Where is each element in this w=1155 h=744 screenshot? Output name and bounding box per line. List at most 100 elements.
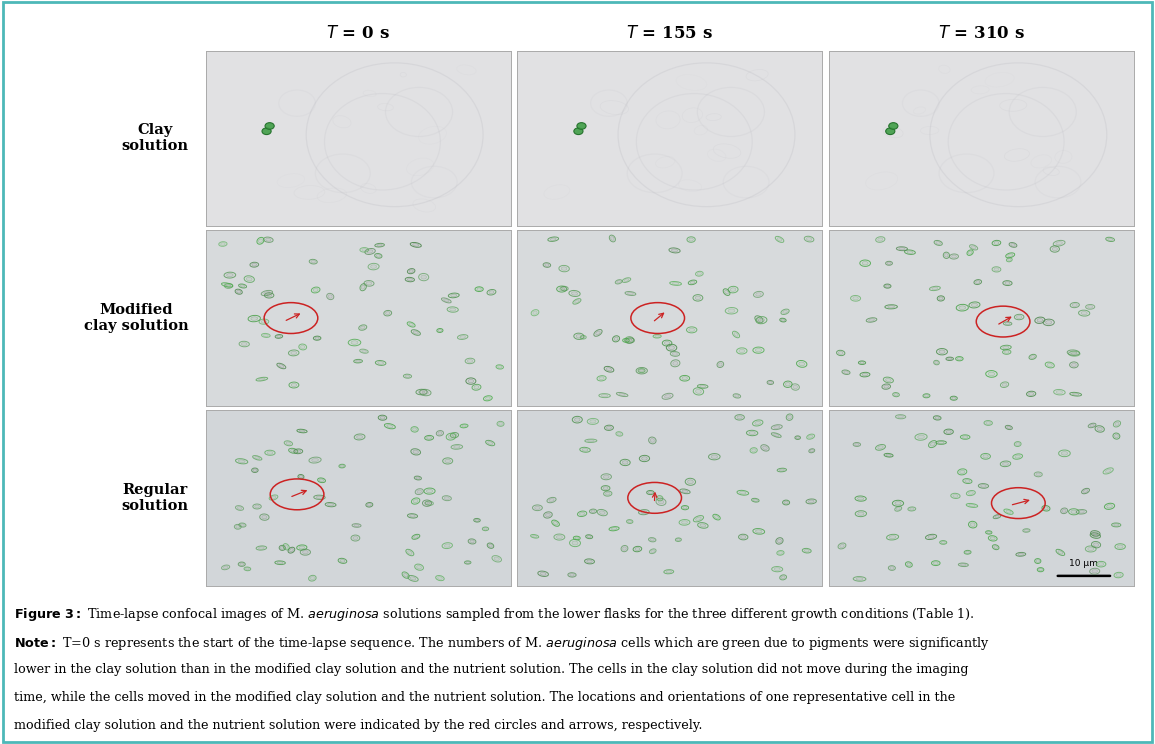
Ellipse shape	[981, 484, 986, 487]
Ellipse shape	[423, 391, 429, 394]
Ellipse shape	[1091, 570, 1097, 573]
Ellipse shape	[378, 362, 383, 365]
Ellipse shape	[936, 242, 940, 244]
Ellipse shape	[884, 284, 891, 288]
Ellipse shape	[604, 491, 612, 496]
Ellipse shape	[1096, 562, 1105, 567]
Ellipse shape	[717, 362, 724, 368]
Ellipse shape	[1081, 312, 1087, 315]
Ellipse shape	[353, 536, 358, 539]
Ellipse shape	[775, 237, 784, 243]
Ellipse shape	[657, 496, 663, 501]
Ellipse shape	[1105, 469, 1111, 472]
Ellipse shape	[1076, 510, 1087, 514]
Ellipse shape	[839, 543, 845, 549]
Ellipse shape	[698, 522, 708, 528]
Ellipse shape	[445, 459, 450, 463]
Ellipse shape	[803, 548, 811, 553]
Ellipse shape	[628, 339, 633, 341]
Ellipse shape	[960, 470, 964, 473]
Ellipse shape	[1105, 237, 1115, 242]
Ellipse shape	[886, 128, 895, 135]
Ellipse shape	[1058, 551, 1063, 554]
Ellipse shape	[450, 294, 456, 297]
Ellipse shape	[893, 393, 900, 397]
Ellipse shape	[597, 510, 608, 516]
Ellipse shape	[1103, 468, 1113, 474]
Ellipse shape	[1015, 455, 1020, 458]
Text: modified clay solution and the nutrient solution were indicated by the red circl: modified clay solution and the nutrient …	[14, 719, 702, 732]
Ellipse shape	[739, 349, 745, 353]
Ellipse shape	[964, 480, 970, 482]
Ellipse shape	[990, 537, 996, 540]
Ellipse shape	[992, 545, 999, 550]
Ellipse shape	[681, 506, 688, 510]
Ellipse shape	[411, 449, 420, 455]
Ellipse shape	[804, 549, 810, 552]
Ellipse shape	[415, 564, 424, 570]
Ellipse shape	[981, 453, 991, 459]
Ellipse shape	[452, 445, 463, 449]
Ellipse shape	[762, 446, 767, 449]
Ellipse shape	[1070, 392, 1081, 396]
Ellipse shape	[405, 278, 415, 282]
Ellipse shape	[1115, 572, 1123, 578]
Ellipse shape	[752, 498, 759, 502]
Ellipse shape	[664, 341, 670, 344]
Ellipse shape	[1045, 321, 1052, 324]
Ellipse shape	[968, 251, 971, 254]
Ellipse shape	[797, 360, 807, 368]
Ellipse shape	[886, 455, 891, 456]
Ellipse shape	[483, 527, 489, 530]
Ellipse shape	[625, 292, 636, 295]
Ellipse shape	[1060, 508, 1067, 513]
Ellipse shape	[312, 458, 319, 462]
Ellipse shape	[897, 416, 903, 418]
Ellipse shape	[297, 429, 307, 433]
Ellipse shape	[409, 270, 413, 272]
Ellipse shape	[753, 420, 763, 426]
Ellipse shape	[234, 525, 241, 529]
Ellipse shape	[1108, 238, 1112, 240]
Ellipse shape	[487, 543, 493, 548]
Ellipse shape	[1016, 315, 1022, 318]
Ellipse shape	[283, 544, 289, 550]
Ellipse shape	[737, 348, 747, 354]
Ellipse shape	[259, 378, 264, 380]
Ellipse shape	[465, 562, 469, 563]
Ellipse shape	[588, 440, 594, 442]
Ellipse shape	[316, 496, 322, 498]
Ellipse shape	[992, 240, 1000, 246]
Ellipse shape	[375, 361, 386, 365]
Ellipse shape	[299, 475, 303, 478]
Ellipse shape	[1115, 434, 1118, 437]
Ellipse shape	[1094, 543, 1098, 546]
Ellipse shape	[757, 318, 761, 321]
Ellipse shape	[495, 365, 504, 369]
Ellipse shape	[1000, 461, 1011, 466]
Ellipse shape	[1079, 310, 1090, 316]
Ellipse shape	[557, 536, 562, 539]
Ellipse shape	[967, 490, 975, 496]
Ellipse shape	[1093, 534, 1098, 537]
Ellipse shape	[641, 510, 647, 513]
Ellipse shape	[618, 433, 621, 435]
Ellipse shape	[784, 501, 788, 504]
Ellipse shape	[776, 538, 783, 544]
Ellipse shape	[944, 429, 953, 434]
Ellipse shape	[314, 496, 326, 499]
Ellipse shape	[781, 309, 789, 315]
Ellipse shape	[449, 308, 456, 311]
Ellipse shape	[244, 276, 254, 283]
Ellipse shape	[453, 434, 456, 437]
Ellipse shape	[237, 507, 241, 510]
Ellipse shape	[650, 539, 654, 541]
Ellipse shape	[983, 455, 989, 458]
Ellipse shape	[419, 389, 431, 396]
Ellipse shape	[300, 549, 311, 555]
Ellipse shape	[596, 331, 601, 335]
Ellipse shape	[884, 453, 893, 457]
Ellipse shape	[286, 442, 291, 445]
Ellipse shape	[256, 546, 267, 550]
Ellipse shape	[774, 568, 781, 571]
